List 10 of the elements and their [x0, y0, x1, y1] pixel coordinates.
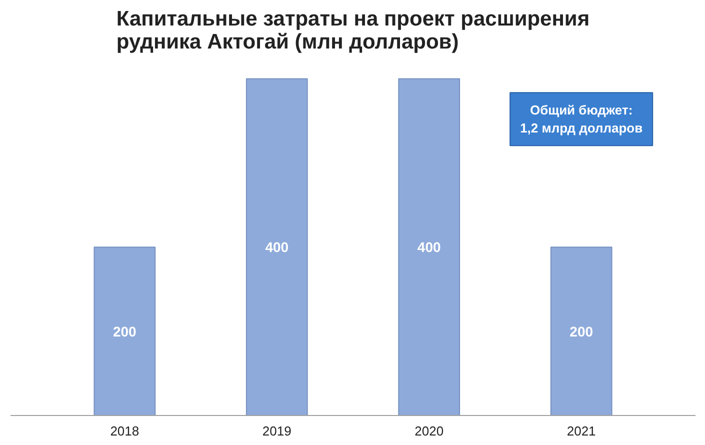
data-label: 200: [112, 323, 137, 340]
chart-title: Капитальные затраты на проект расширения рудника Актогай (млн долларов): [116, 8, 590, 54]
x-tick-label: 2021: [566, 424, 596, 438]
x-tick-label: 2020: [414, 424, 444, 438]
annotation: Общий бюджет: 1,2 млрд долларов: [520, 102, 643, 136]
data-label: 400: [265, 239, 289, 256]
data-label: 400: [417, 239, 442, 256]
x-tick-label: 2019: [262, 424, 292, 438]
data-label: 200: [570, 323, 594, 340]
x-tick-label: 2018: [110, 424, 140, 438]
